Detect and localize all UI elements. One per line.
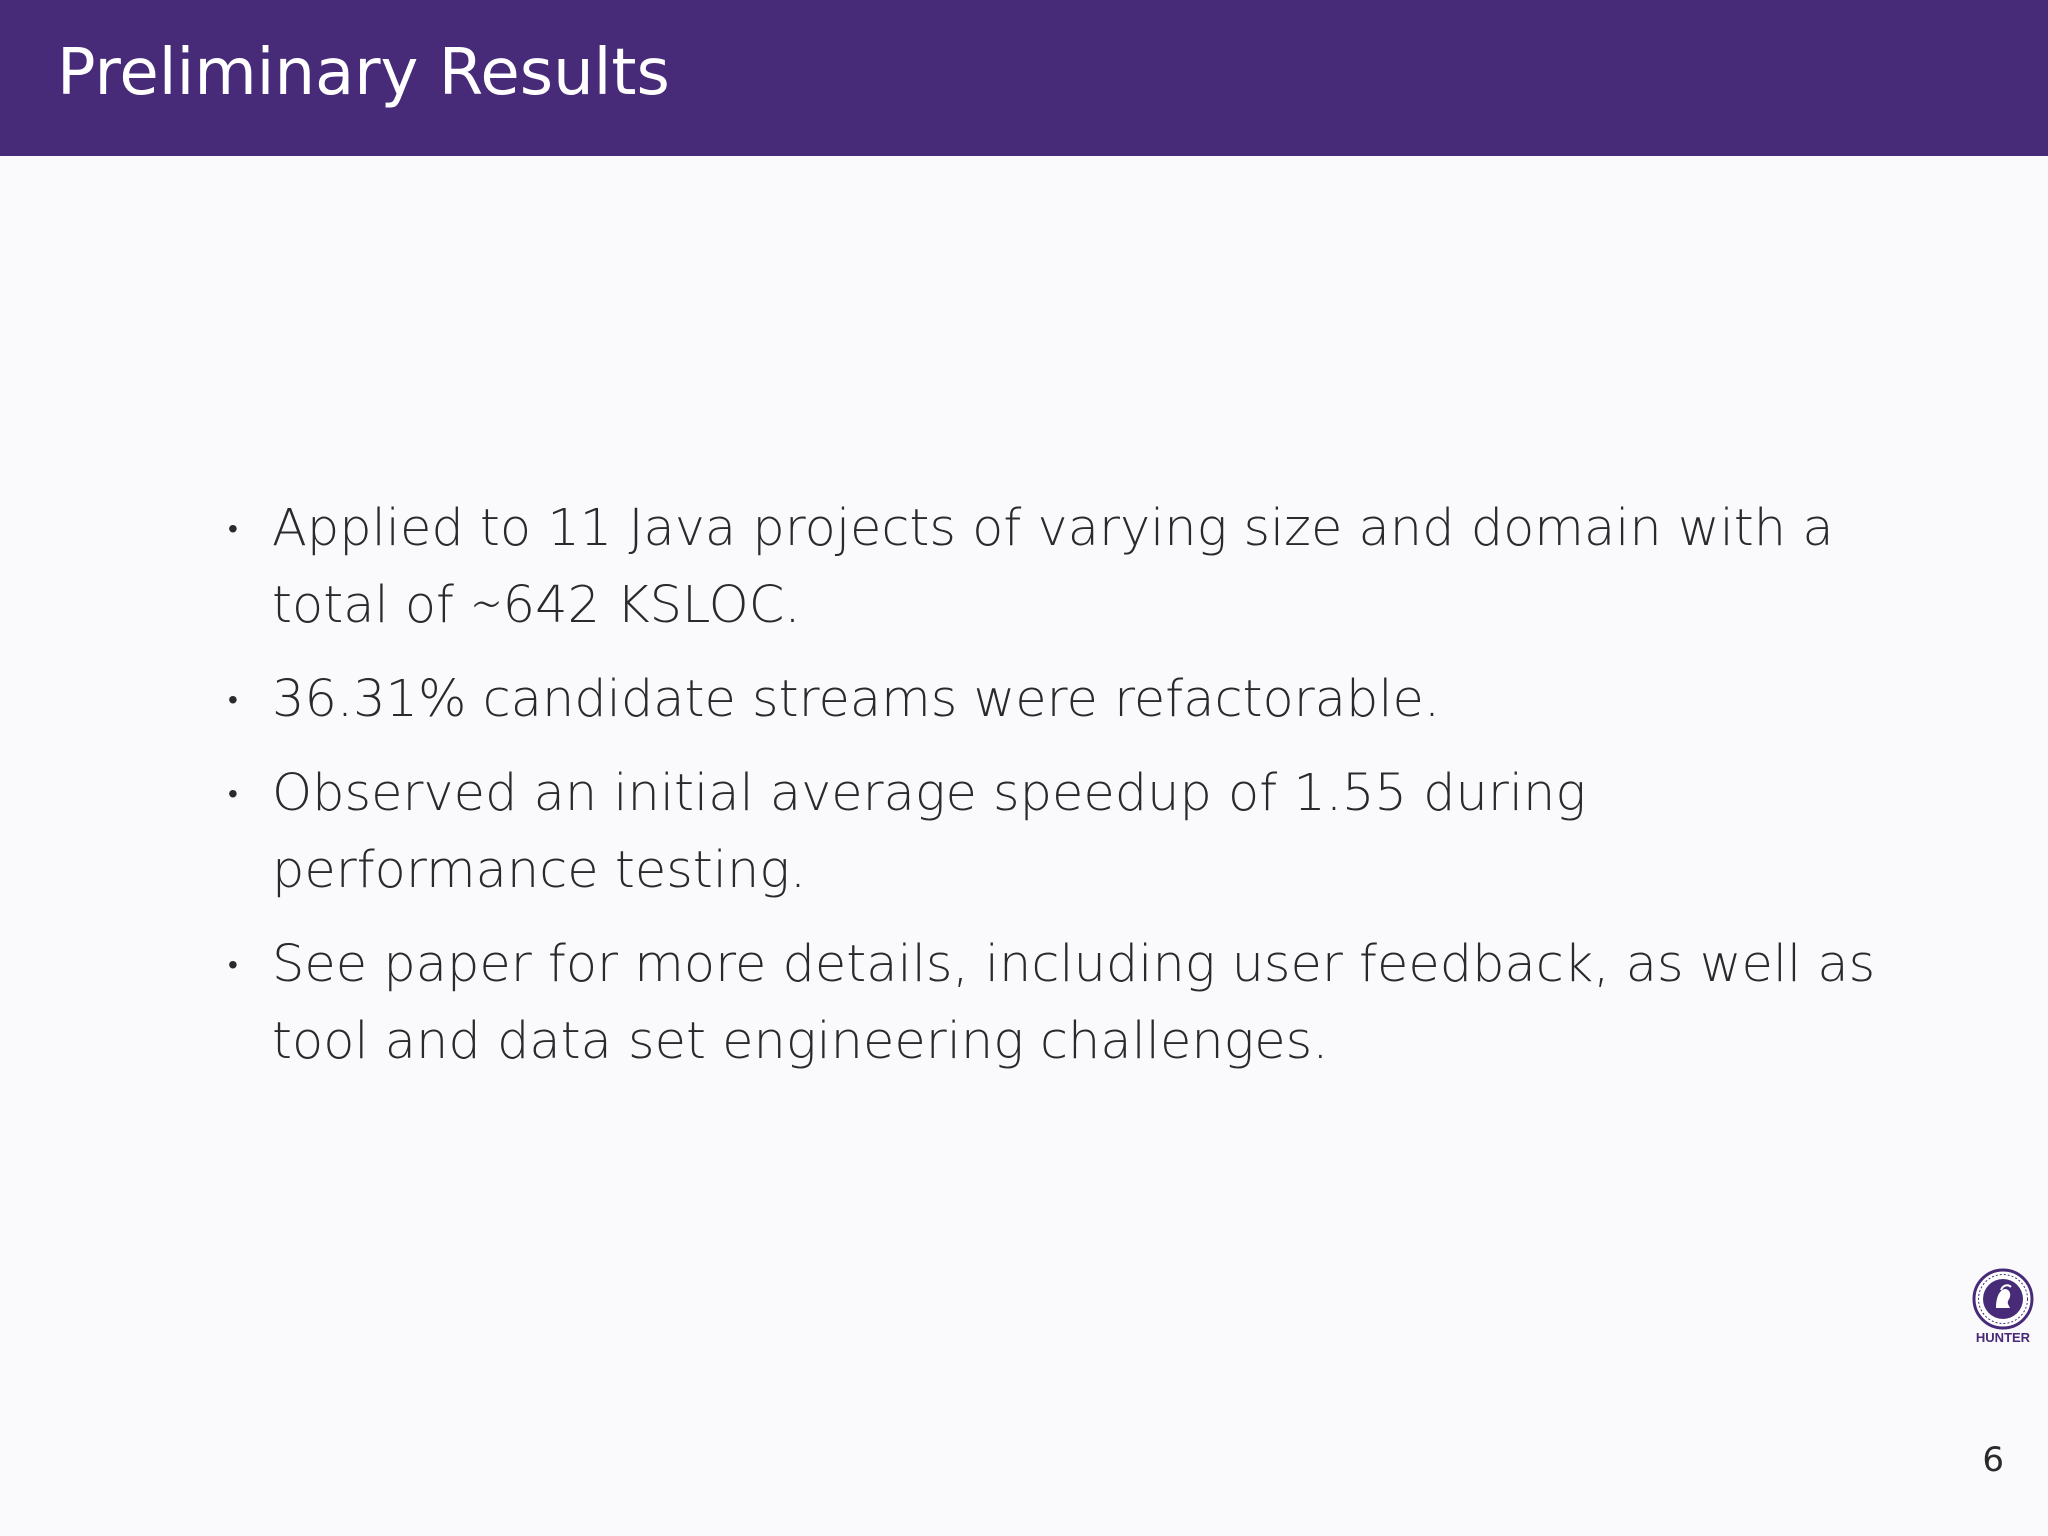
bullet-text: Observed an initial average speedup of 1… — [272, 764, 1586, 900]
hunter-college-seal-icon — [1972, 1268, 2034, 1330]
bullet-item: • 36.31% candidate streams were refactor… — [228, 661, 1928, 738]
page-number: 6 — [1982, 1440, 2004, 1480]
bullet-item: • Applied to 11 Java projects of varying… — [228, 490, 1928, 644]
hunter-logo: HUNTER — [1972, 1268, 2034, 1352]
bullet-text: Applied to 11 Java projects of varying s… — [272, 499, 1834, 635]
bullet-list: • Applied to 11 Java projects of varying… — [228, 490, 1928, 1097]
bullet-text: See paper for more details, including us… — [272, 935, 1876, 1071]
bullet-text: 36.31% candidate streams were refactorab… — [272, 670, 1441, 729]
slide-title: Preliminary Results — [57, 36, 670, 110]
bullet-dot-icon: • — [228, 683, 238, 716]
title-bar: Preliminary Results — [0, 0, 2048, 156]
logo-label: HUNTER — [1975, 1330, 2031, 1345]
bullet-dot-icon: • — [228, 948, 238, 981]
bullet-item: • See paper for more details, including … — [228, 926, 1928, 1080]
bullet-dot-icon: • — [228, 777, 238, 810]
bullet-dot-icon: • — [228, 512, 238, 545]
bullet-item: • Observed an initial average speedup of… — [228, 755, 1928, 909]
